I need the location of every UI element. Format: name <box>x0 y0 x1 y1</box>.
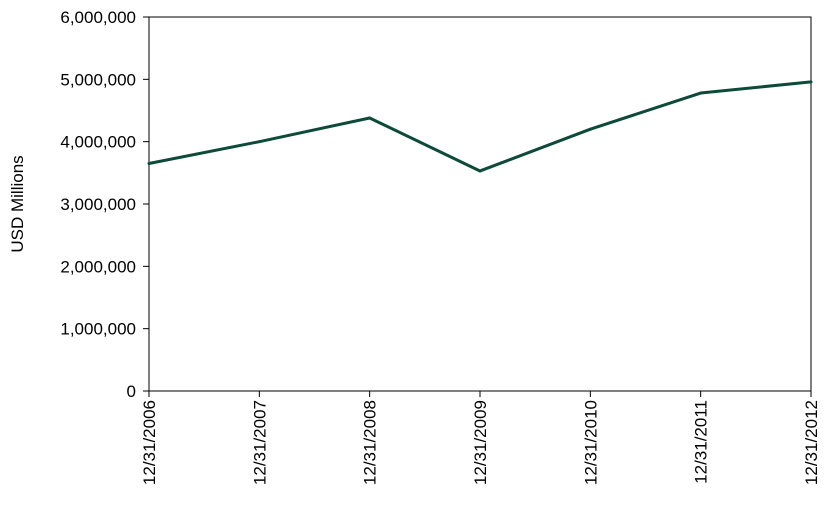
x-axis: 12/31/2006 12/31/2007 12/31/2008 12/31/2009… <box>140 391 821 485</box>
data-point <box>368 116 372 120</box>
y-tick-label: 4,000,000 <box>60 133 136 152</box>
x-tick-label: 12/31/2009 <box>471 400 490 485</box>
x-tick-label: 12/31/2008 <box>361 400 380 485</box>
x-tick-label: 12/31/2007 <box>250 400 269 485</box>
x-tick-label: 12/31/2011 <box>692 400 711 484</box>
y-axis-title: USD Millions <box>8 155 27 252</box>
data-point <box>478 169 482 173</box>
plot-area <box>148 16 812 392</box>
y-tick-label: 0 <box>127 382 136 401</box>
series-layer <box>147 80 813 173</box>
y-tick-label: 2,000,000 <box>60 257 136 276</box>
data-point <box>699 91 703 95</box>
x-tick-label: 12/31/2006 <box>140 400 159 485</box>
data-point <box>147 161 151 165</box>
data-point <box>257 140 261 144</box>
x-tick-label: 12/31/2010 <box>581 400 600 485</box>
y-tick-label: 3,000,000 <box>60 195 136 214</box>
data-point <box>809 80 813 84</box>
data-point <box>588 127 592 131</box>
y-axis: 0 1,000,000 2,000,000 3,000,000 4,000,000 5,0… <box>60 8 149 401</box>
series-line <box>148 80 812 173</box>
x-tick-label: 12/31/2012 <box>802 400 821 485</box>
y-tick-label: 6,000,000 <box>60 8 136 27</box>
y-tick-label: 1,000,000 <box>60 320 136 339</box>
y-tick-label: 5,000,000 <box>60 70 136 89</box>
